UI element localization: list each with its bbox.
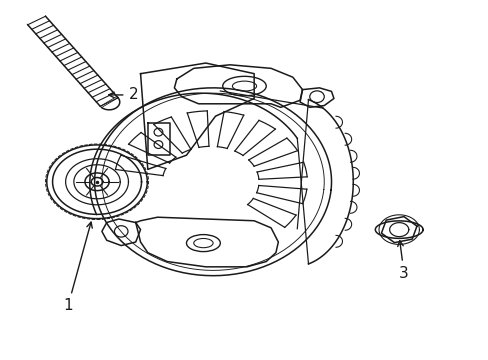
Text: 2: 2 — [108, 87, 138, 103]
Text: 3: 3 — [397, 240, 408, 281]
Text: 1: 1 — [63, 222, 92, 313]
